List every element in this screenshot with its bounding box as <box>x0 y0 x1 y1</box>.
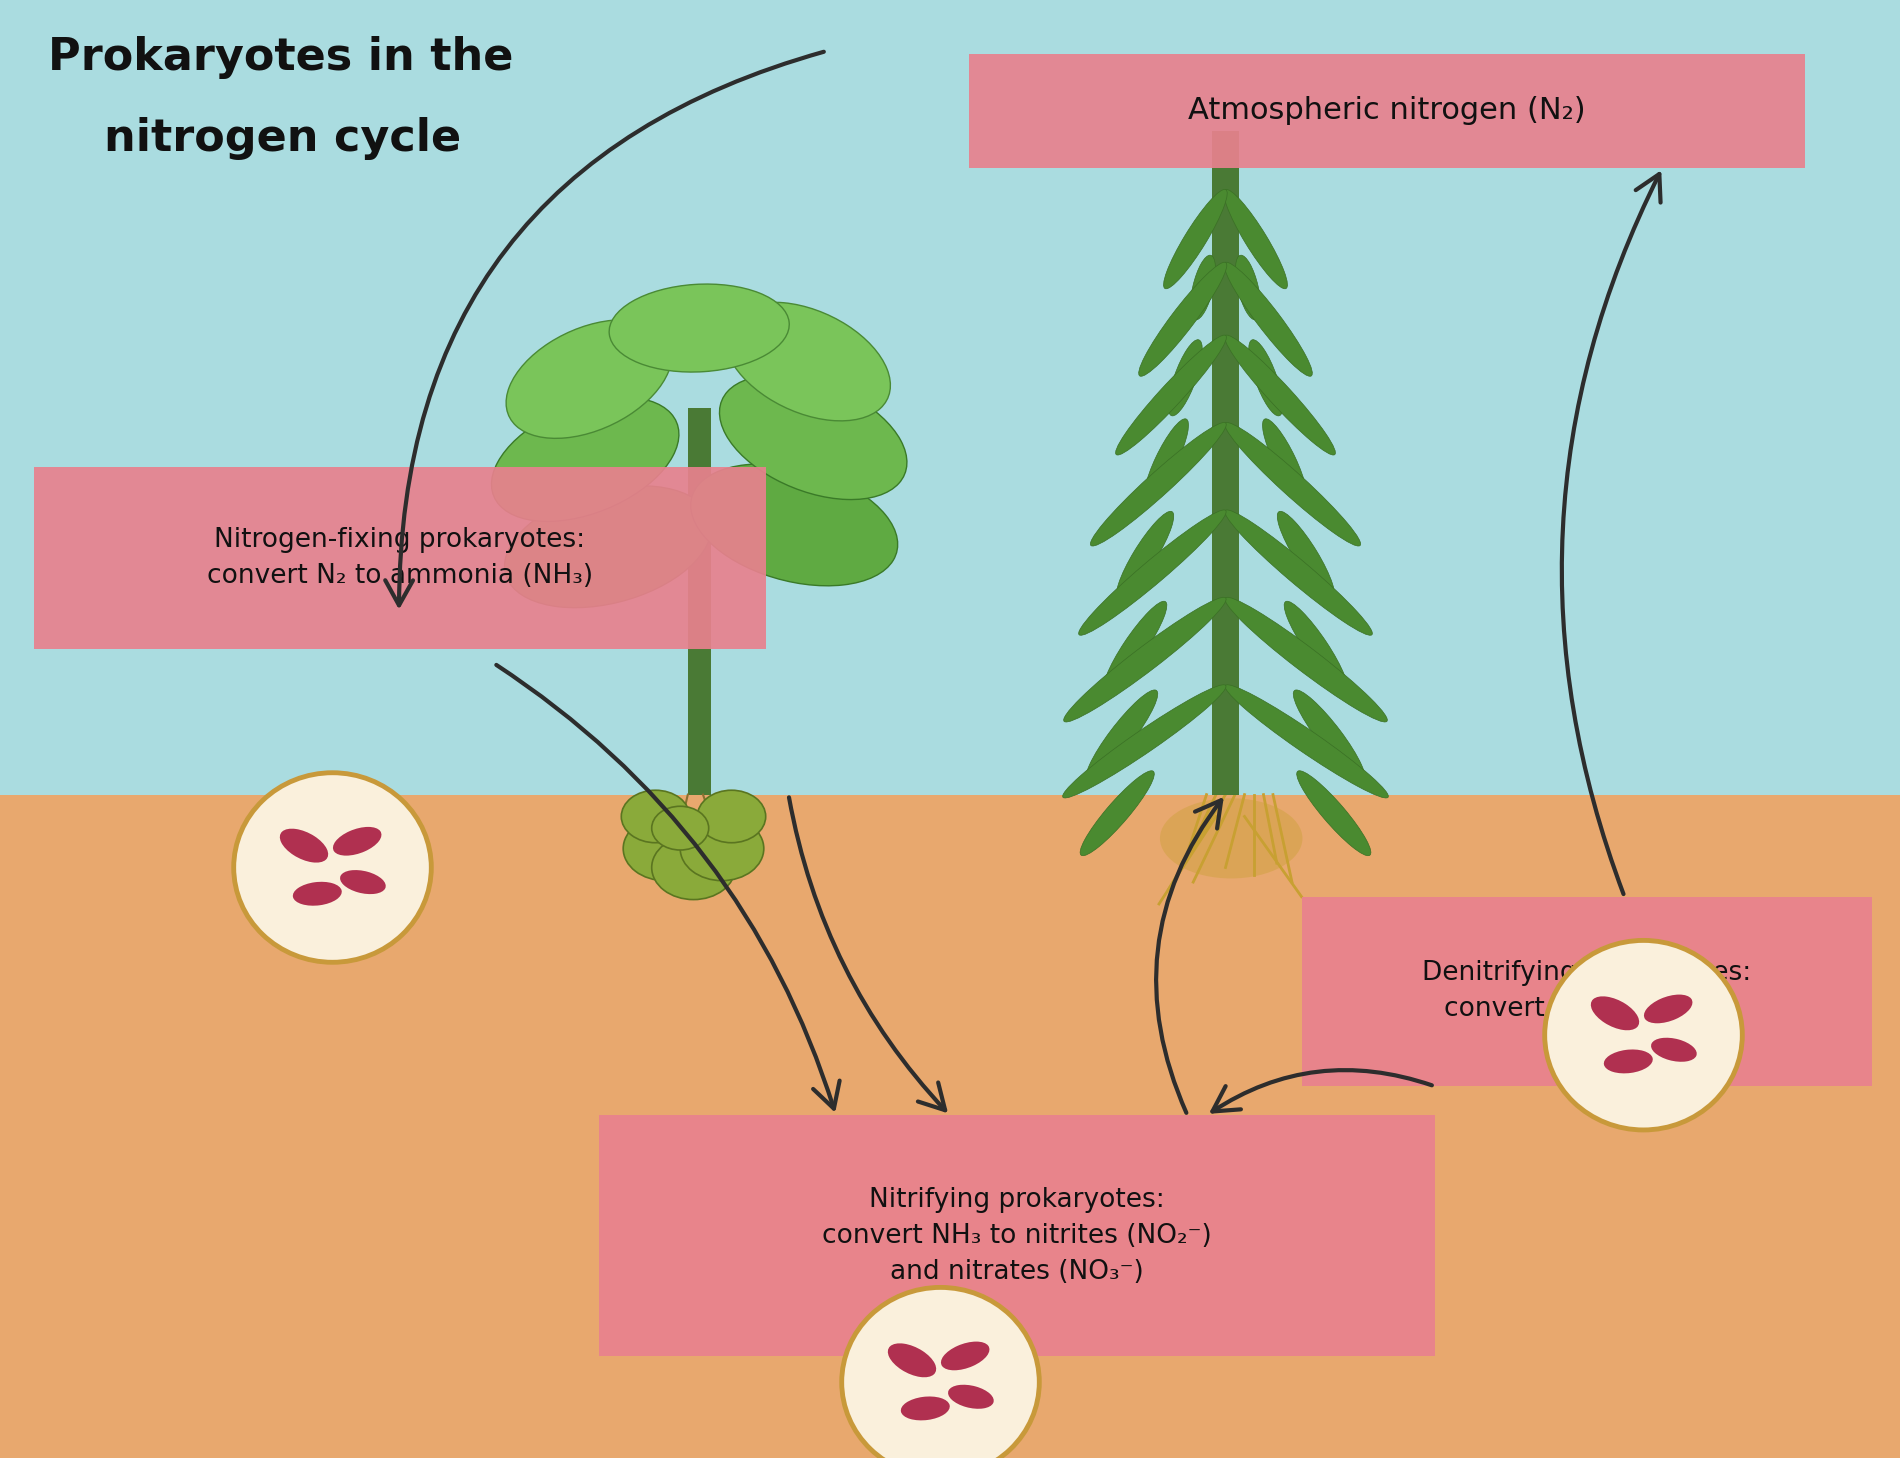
FancyArrowPatch shape <box>788 798 944 1110</box>
Circle shape <box>621 790 690 843</box>
Ellipse shape <box>1277 512 1334 599</box>
Ellipse shape <box>340 870 386 894</box>
Ellipse shape <box>940 1341 990 1371</box>
Ellipse shape <box>1191 255 1216 319</box>
FancyBboxPatch shape <box>1212 131 1239 795</box>
Ellipse shape <box>610 284 788 372</box>
Ellipse shape <box>1079 510 1226 636</box>
Ellipse shape <box>1144 418 1189 502</box>
Ellipse shape <box>1226 423 1360 547</box>
Ellipse shape <box>901 1397 950 1420</box>
Ellipse shape <box>505 486 711 608</box>
Ellipse shape <box>1085 690 1157 781</box>
Circle shape <box>680 816 764 881</box>
Ellipse shape <box>887 1343 937 1378</box>
Ellipse shape <box>1545 940 1742 1130</box>
Ellipse shape <box>724 302 891 421</box>
Ellipse shape <box>1159 799 1303 878</box>
Ellipse shape <box>1163 190 1227 289</box>
Ellipse shape <box>1262 418 1307 502</box>
FancyArrowPatch shape <box>496 665 840 1108</box>
Ellipse shape <box>1079 771 1155 856</box>
Ellipse shape <box>1091 423 1226 547</box>
Ellipse shape <box>1138 262 1227 376</box>
FancyBboxPatch shape <box>1302 897 1872 1086</box>
Text: Prokaryotes in the: Prokaryotes in the <box>48 36 513 79</box>
FancyBboxPatch shape <box>688 408 711 795</box>
Text: nitrogen cycle: nitrogen cycle <box>104 117 462 159</box>
Ellipse shape <box>1651 1038 1697 1061</box>
Ellipse shape <box>1226 685 1389 798</box>
Ellipse shape <box>1284 601 1347 691</box>
Ellipse shape <box>1590 996 1640 1031</box>
Ellipse shape <box>1224 262 1313 376</box>
Ellipse shape <box>1604 1050 1653 1073</box>
FancyArrowPatch shape <box>1155 800 1222 1112</box>
Ellipse shape <box>720 375 906 500</box>
Ellipse shape <box>293 882 342 905</box>
FancyArrowPatch shape <box>1212 1070 1433 1111</box>
Circle shape <box>652 835 735 900</box>
Ellipse shape <box>279 828 329 863</box>
Ellipse shape <box>1224 190 1288 289</box>
FancyBboxPatch shape <box>598 1115 1434 1356</box>
Ellipse shape <box>505 319 673 439</box>
FancyArrowPatch shape <box>1562 174 1661 894</box>
Text: Nitrifying prokaryotes:
convert NH₃ to nitrites (NO₂⁻)
and nitrates (NO₃⁻): Nitrifying prokaryotes: convert NH₃ to n… <box>821 1187 1212 1284</box>
Ellipse shape <box>234 773 431 962</box>
Ellipse shape <box>1294 690 1366 781</box>
Ellipse shape <box>1248 340 1282 416</box>
Circle shape <box>652 806 709 850</box>
Ellipse shape <box>1226 598 1387 722</box>
Ellipse shape <box>692 464 897 586</box>
FancyArrowPatch shape <box>386 52 825 605</box>
Text: Denitrifying prokaryotes:
convert nitrates to N₂: Denitrifying prokaryotes: convert nitrat… <box>1421 961 1752 1022</box>
FancyBboxPatch shape <box>34 467 766 649</box>
Ellipse shape <box>1296 771 1372 856</box>
Text: Nitrogen-fixing prokaryotes:
convert N₂ to ammonia (NH₃): Nitrogen-fixing prokaryotes: convert N₂ … <box>207 526 593 589</box>
Circle shape <box>623 816 707 881</box>
Text: Atmospheric nitrogen (N₂): Atmospheric nitrogen (N₂) <box>1188 96 1586 125</box>
FancyBboxPatch shape <box>0 795 1900 1458</box>
Ellipse shape <box>492 397 678 522</box>
Ellipse shape <box>1226 510 1372 636</box>
FancyBboxPatch shape <box>0 0 1900 795</box>
Ellipse shape <box>1235 255 1260 319</box>
Ellipse shape <box>1064 598 1226 722</box>
Ellipse shape <box>948 1385 994 1408</box>
Ellipse shape <box>1062 685 1226 798</box>
FancyBboxPatch shape <box>969 54 1805 168</box>
Ellipse shape <box>1644 994 1693 1024</box>
Ellipse shape <box>1168 340 1203 416</box>
Ellipse shape <box>1115 335 1226 455</box>
Circle shape <box>697 790 766 843</box>
Ellipse shape <box>332 827 382 856</box>
Ellipse shape <box>1117 512 1174 599</box>
Ellipse shape <box>1104 601 1167 691</box>
Ellipse shape <box>1226 335 1336 455</box>
Ellipse shape <box>842 1287 1039 1458</box>
